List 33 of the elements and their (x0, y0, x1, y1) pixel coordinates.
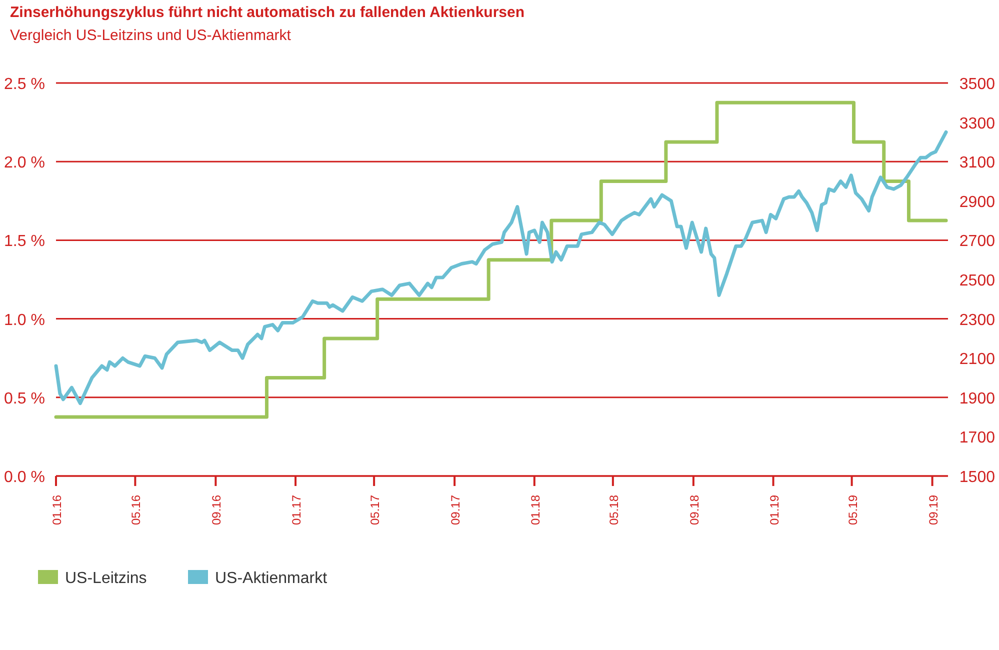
y2-tick-label: 2900 (959, 194, 996, 211)
x-tick-label: 05.17 (368, 494, 382, 526)
x-tick-label: 09.18 (687, 494, 702, 526)
x-tick-label: 05.18 (606, 494, 621, 526)
y-tick-label: 1.0 % (4, 312, 45, 329)
y2-tick-label: 1900 (959, 390, 996, 408)
legend-label: US-Aktienmarkt (215, 570, 328, 587)
y2-tick-label: 1500 (959, 469, 996, 486)
y-tick-label: 2.5 % (4, 76, 45, 93)
x-tick-label: 01.19 (767, 494, 782, 526)
y2-tick-label: 3100 (959, 154, 996, 172)
y2-tick-label: 3500 (959, 76, 996, 93)
y2-tick-label: 2300 (959, 312, 996, 329)
chart-subtitle: Vergleich US-Leitzins und US-Aktienmarkt (10, 27, 292, 44)
x-tick-label: 05.16 (129, 494, 144, 526)
y-tick-label: 1.5 % (4, 233, 45, 250)
x-tick-label: 01.16 (50, 494, 64, 526)
y2-tick-label: 3300 (959, 115, 996, 132)
y2-tick-label: 2700 (959, 233, 996, 250)
x-tick-label: 09.16 (210, 494, 224, 526)
x-tick-label: 05.19 (846, 494, 860, 526)
x-tick-label: 09.19 (926, 494, 940, 526)
y2-tick-label: 2500 (959, 272, 996, 290)
y-tick-label: 2.0 % (4, 154, 45, 172)
y2-tick-label: 2100 (959, 351, 996, 368)
x-tick-label: 09.17 (448, 494, 463, 526)
y2-tick-label: 1700 (959, 430, 996, 447)
legend-label: US-Leitzins (65, 570, 147, 587)
x-tick-label: 01.18 (528, 494, 542, 526)
x-tick-label: 01.17 (290, 494, 304, 526)
y-tick-label: 0.5 % (4, 390, 45, 408)
chart-title: Zinserhöhungszyklus führt nicht automatisch zu fallenden Aktienkursen (10, 4, 525, 21)
y-tick-label: 0.0 % (4, 469, 45, 486)
